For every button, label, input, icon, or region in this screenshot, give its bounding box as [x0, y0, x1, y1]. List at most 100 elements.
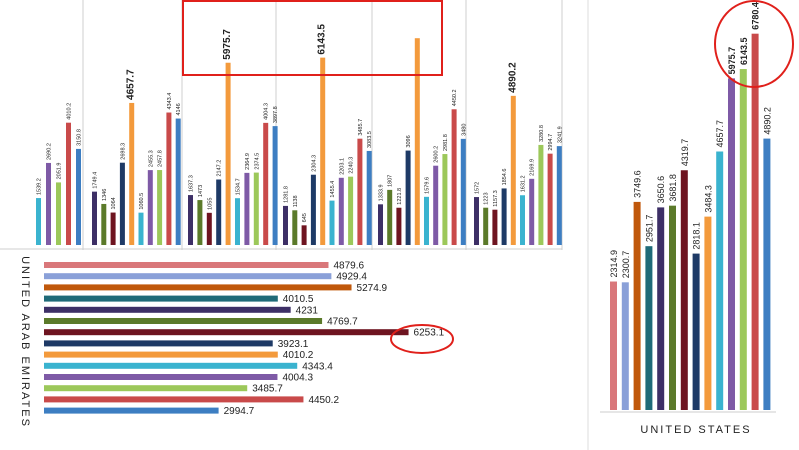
top-chart-bar — [263, 122, 269, 245]
top-chart-data-label: 3480 — [461, 124, 467, 136]
us-chart-bar — [692, 253, 700, 410]
top-chart-data-label: 3083.5 — [367, 131, 373, 148]
top-chart-bar — [76, 148, 81, 245]
top-chart-bar — [474, 197, 479, 245]
top-chart-bar — [547, 153, 553, 245]
us-chart-data-label: 6780.4 — [751, 2, 761, 30]
top-chart-data-label: 2147.2 — [217, 160, 223, 177]
top-chart-data-label: 1854.6 — [502, 169, 508, 186]
uae-chart-bar — [44, 329, 409, 336]
top-chart-data-label: 1455.4 — [330, 181, 336, 198]
uae-chart-bar — [44, 396, 304, 403]
top-chart-bar — [529, 178, 535, 245]
uae-chart-data-label: 4010.5 — [283, 294, 314, 305]
top-chart-bar — [92, 191, 97, 245]
uae-chart-data-label: 2994.7 — [224, 406, 255, 417]
top-chart-bar — [378, 204, 383, 245]
us-chart-data-label: 6143.5 — [739, 38, 749, 66]
top-chart-data-label: 2994.7 — [548, 134, 554, 151]
top-chart-bar — [405, 150, 411, 245]
uae-chart-bar — [44, 407, 219, 414]
top-chart-bar — [387, 189, 393, 245]
us-chart-bar — [728, 78, 735, 411]
top-chart-bar — [46, 162, 51, 245]
top-chart-bar — [396, 207, 402, 245]
us-chart-data-label: 2951.7 — [644, 215, 654, 243]
top-grouped-bar-chart: 1539.2 2690.2 2051.9 4010.2 3150.8 1749.41346… — [36, 24, 563, 246]
uae-chart-bar — [44, 295, 278, 302]
top-chart-data-label: 4146 — [176, 103, 182, 115]
top-chart-bar — [216, 179, 222, 245]
top-chart-data-label: 1473 — [198, 185, 204, 197]
top-chart-data-label: 4004.3 — [264, 103, 270, 120]
top-chart-bar — [197, 200, 203, 245]
uae-chart-data-label: 4004.3 — [282, 373, 313, 384]
top-chart-data-label: 2981.8 — [443, 134, 449, 151]
uae-chart-bar — [44, 306, 291, 313]
us-chart-bar — [763, 138, 771, 410]
top-chart-data-label: 1223 — [484, 192, 490, 204]
top-chart-data-label: 645 — [302, 213, 308, 222]
us-chart-data-label: 2314.9 — [609, 250, 619, 278]
top-chart-data-label: 1221.8 — [397, 188, 403, 205]
top-chart-bar — [138, 212, 144, 245]
top-chart-data-label: 2169.9 — [530, 159, 536, 176]
top-chart-data-label: 2374.5 — [254, 153, 260, 170]
top-chart-data-label: 6143.5 — [317, 24, 328, 55]
top-chart-bar — [244, 172, 250, 245]
top-chart-bar — [119, 162, 125, 245]
top-chart-bar — [366, 150, 372, 245]
top-chart-data-label: 3150.8 — [77, 129, 83, 146]
us-chart-bar — [610, 281, 617, 410]
us-chart-data-label: 4319.7 — [680, 139, 690, 167]
highlight-circle — [390, 324, 454, 354]
top-chart-data-label: 4657.7 — [126, 69, 137, 100]
uae-chart-bar — [44, 262, 329, 268]
uae-chart-title: UNITED ARAB EMIRATES — [19, 256, 31, 428]
top-chart-data-label: 4450.2 — [452, 89, 458, 106]
top-chart-data-label: 1157.3 — [493, 190, 499, 206]
top-chart-data-label: 2203.1 — [339, 158, 345, 175]
top-chart-data-label: 1333.9 — [379, 184, 385, 201]
top-chart-data-label: 1064 — [111, 197, 117, 209]
top-chart-data-label: 2364.9 — [245, 153, 251, 170]
top-chart-bar — [556, 146, 562, 245]
uae-chart-data-label: 4450.2 — [308, 395, 339, 406]
uae-chart-data-label: 4769.7 — [327, 317, 358, 328]
uae-chart-bar — [44, 351, 278, 358]
top-chart-bar — [166, 112, 172, 245]
top-chart-bar — [110, 212, 116, 245]
us-chart-data-label: 2818.1 — [692, 222, 702, 250]
top-chart-data-label: 4890.2 — [507, 62, 518, 93]
highlight-circle — [714, 0, 794, 88]
top-chart-data-label: 1749.4 — [93, 172, 99, 189]
top-chart-data-label: 3280.8 — [539, 125, 545, 142]
top-chart-data-label: 1346 — [102, 189, 108, 201]
top-chart-bar — [320, 57, 326, 246]
top-chart-bar — [433, 165, 439, 245]
us-chart-data-label: 4890.2 — [762, 107, 772, 135]
uae-chart-data-label: 3923.1 — [278, 339, 309, 350]
top-chart-bar — [348, 176, 354, 245]
top-chart-bar — [225, 62, 231, 245]
top-chart-bar — [129, 102, 135, 245]
uae-chart-data-label: 4343.4 — [302, 361, 333, 372]
us-chart-bar — [716, 151, 724, 410]
top-chart-data-label: 1807 — [388, 175, 394, 187]
top-chart-data-label: 2304.3 — [311, 155, 317, 172]
top-chart-bar — [175, 118, 181, 245]
us-chart-bar — [633, 201, 641, 410]
top-chart-bar — [510, 95, 516, 245]
top-chart-data-label: 4343.4 — [167, 93, 173, 110]
top-chart-bar — [310, 174, 316, 245]
us-chart-data-label: 3749.6 — [633, 170, 643, 198]
uae-chart-data-label: 5274.9 — [357, 283, 388, 294]
top-chart-bar — [157, 170, 163, 245]
top-chart-bar — [147, 170, 153, 245]
us-chart-bar — [657, 207, 665, 410]
us-chart-data-label: 3650.6 — [656, 176, 666, 204]
us-chart-bar — [669, 205, 676, 410]
top-chart-bar — [442, 154, 448, 245]
